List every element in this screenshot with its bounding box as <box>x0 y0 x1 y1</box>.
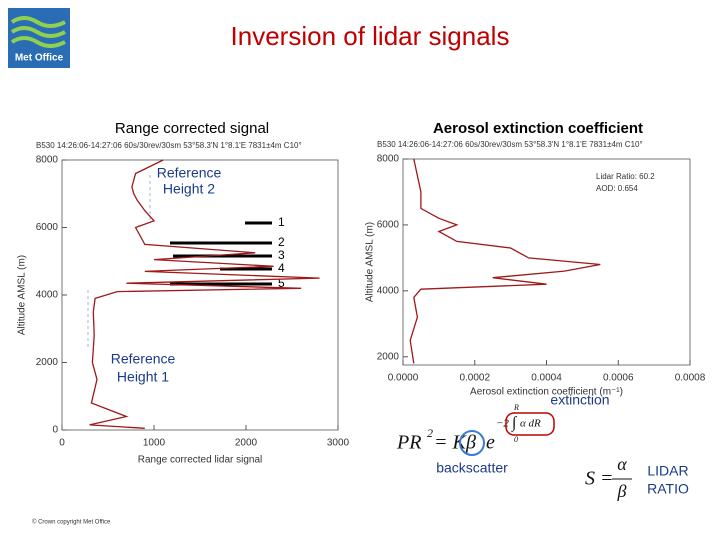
y-tick-label: 6000 <box>377 220 400 231</box>
x-tick-label: 0.0006 <box>603 373 634 384</box>
plot-frame <box>402 158 691 366</box>
layer-label: 4 <box>278 261 285 275</box>
logo-text: Met Office <box>15 53 64 64</box>
x-tick-label: 0.0002 <box>459 373 490 384</box>
plot-frame <box>61 159 339 431</box>
y-tick-label: 4000 <box>36 290 59 301</box>
eq-part: β <box>465 432 476 454</box>
copyright: © Crown copyright Met Office <box>32 519 111 526</box>
chart-header: B530 14:26:06-14:27:06 60s/30rev/30sm 53… <box>36 141 302 150</box>
profile-line <box>89 159 320 429</box>
eq-part: e <box>486 432 495 454</box>
x-tick-label: 3000 <box>327 438 350 449</box>
eq-part: 2 <box>427 426 433 440</box>
y-tick-label: 8000 <box>36 155 59 166</box>
backscatter-label: backscatter <box>436 460 508 476</box>
x-tick-label: 0.0008 <box>675 373 706 384</box>
x-tick-label: 2000 <box>235 438 258 449</box>
x-axis-label: Aerosol extinction coefficient (m⁻¹) <box>470 387 623 398</box>
ref1-label: Height 1 <box>117 369 169 385</box>
x-tick-label: 0 <box>59 438 65 449</box>
x-tick-label: 0.0000 <box>388 373 419 384</box>
alpha-box <box>505 412 555 436</box>
y-tick-label: 4000 <box>377 285 400 296</box>
layer-label: 3 <box>278 248 285 262</box>
beta-circle <box>459 430 485 456</box>
ref2-label: Reference <box>157 165 222 181</box>
chart-annotation: AOD: 0.654 <box>596 184 638 193</box>
ref2-label: Height 2 <box>163 181 215 197</box>
eq-part: −2 <box>496 418 509 430</box>
y-tick-label: 2000 <box>36 357 59 368</box>
y-tick-label: 2000 <box>377 351 400 362</box>
layer-label: 1 <box>278 215 285 229</box>
eq-part: R <box>513 403 519 412</box>
lidar-ratio-label: LIDAR <box>647 463 688 479</box>
y-tick-label: 8000 <box>377 154 400 165</box>
eq-part: PR <box>396 432 421 454</box>
chart-annotation: Lidar Ratio: 60.2 <box>596 172 655 181</box>
equation: PR 2 = K β e R −2 ∫ α dR 0 <box>396 403 555 456</box>
eq-part: = K <box>434 432 467 454</box>
ratio-equation: S = α β <box>585 454 632 501</box>
layer-label: 5 <box>278 276 285 290</box>
layer-label: 2 <box>278 235 285 249</box>
profile-line <box>409 158 601 364</box>
eq-part: 0 <box>514 435 518 444</box>
y-axis-label: Altitude AMSL (m) <box>17 255 28 335</box>
y-tick-label: 6000 <box>36 222 59 233</box>
slide-title: Inversion of lidar signals <box>231 21 510 51</box>
eq-part: S = <box>585 468 614 490</box>
logo: Met Office <box>8 8 70 68</box>
y-axis-label: Altitude AMSL (m) <box>365 222 376 302</box>
extinction-label: extinction <box>550 392 609 408</box>
reference-lines <box>87 175 151 350</box>
logo-waves <box>10 16 66 48</box>
eq-part: ∫ <box>511 415 518 433</box>
y-tick-label: 0 <box>52 425 58 436</box>
layer-markers <box>170 221 272 286</box>
chart: B530 14:26:06-14:27:06 60s/30rev/30sm 53… <box>17 141 350 466</box>
x-tick-label: 0.0004 <box>531 373 562 384</box>
eq-part: α <box>617 454 627 474</box>
ref1-label: Reference <box>111 351 176 367</box>
x-tick-label: 1000 <box>143 438 166 449</box>
eq-part: α dR <box>520 418 541 430</box>
right-heading: Aerosol extinction coefficient <box>433 120 643 137</box>
eq-part: β <box>617 481 627 501</box>
x-axis-label: Range corrected lidar signal <box>138 455 263 466</box>
left-heading: Range corrected signal <box>115 120 269 137</box>
lidar-ratio-label: RATIO <box>647 481 689 497</box>
chart: B530 14:26:06-14:27:06 60s/30rev/30sm 53… <box>365 140 706 398</box>
chart-header: B530 14:26:06-14:27:06 60s/30rev/30sm 53… <box>377 140 643 149</box>
